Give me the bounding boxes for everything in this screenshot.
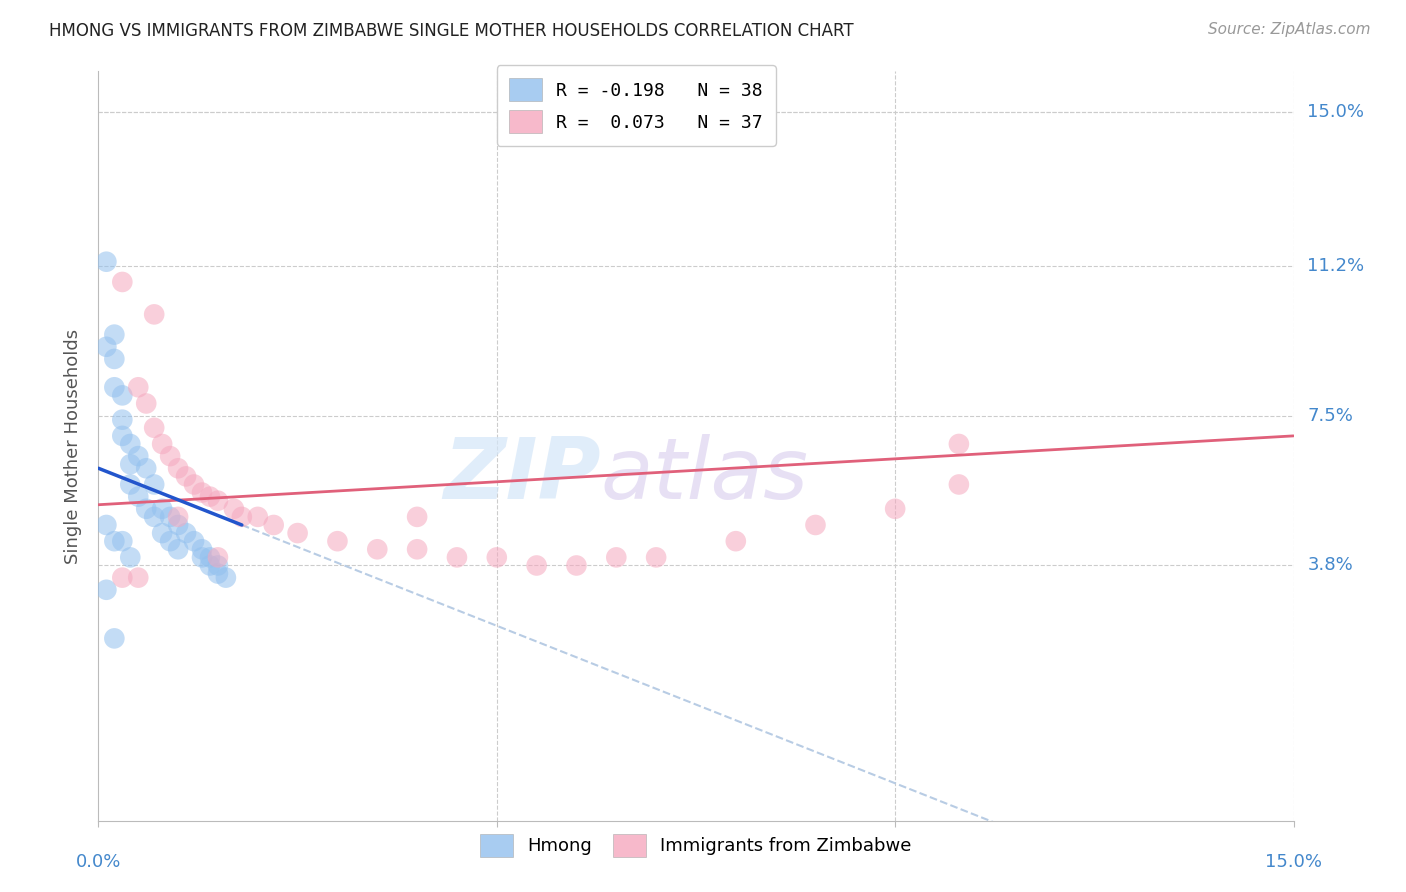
Point	[127, 380, 149, 394]
Point	[103, 351, 125, 366]
Point	[111, 388, 134, 402]
Point	[135, 501, 157, 516]
Point	[96, 340, 118, 354]
Point	[143, 307, 166, 321]
Text: HMONG VS IMMIGRANTS FROM ZIMBABWE SINGLE MOTHER HOUSEHOLDS CORRELATION CHART: HMONG VS IMMIGRANTS FROM ZIMBABWE SINGLE…	[49, 22, 853, 40]
Point	[103, 380, 125, 394]
Point	[159, 534, 181, 549]
Point	[103, 632, 125, 646]
Point	[111, 412, 134, 426]
Point	[159, 509, 181, 524]
Point	[207, 493, 229, 508]
Point	[135, 396, 157, 410]
Point	[207, 550, 229, 565]
Point	[215, 571, 238, 585]
Point	[135, 461, 157, 475]
Point	[207, 566, 229, 581]
Point	[485, 550, 508, 565]
Point	[191, 542, 214, 557]
Point	[724, 534, 747, 549]
Point	[143, 509, 166, 524]
Point	[446, 550, 468, 565]
Point	[948, 437, 970, 451]
Point	[150, 437, 173, 451]
Point	[143, 421, 166, 435]
Point	[326, 534, 349, 549]
Point	[246, 509, 269, 524]
Point	[174, 469, 197, 483]
Point	[167, 461, 190, 475]
Point	[167, 509, 190, 524]
Point	[406, 542, 429, 557]
Point	[884, 501, 907, 516]
Point	[191, 485, 214, 500]
Text: 15.0%: 15.0%	[1308, 103, 1364, 120]
Point	[96, 518, 118, 533]
Text: 0.0%: 0.0%	[76, 853, 121, 871]
Point	[263, 518, 285, 533]
Point	[120, 550, 142, 565]
Point	[198, 550, 221, 565]
Point	[111, 571, 134, 585]
Point	[605, 550, 627, 565]
Point	[645, 550, 668, 565]
Point	[111, 275, 134, 289]
Y-axis label: Single Mother Households: Single Mother Households	[65, 328, 83, 564]
Point	[103, 327, 125, 342]
Point	[174, 526, 197, 541]
Text: 3.8%: 3.8%	[1308, 557, 1353, 574]
Point	[127, 490, 149, 504]
Point	[127, 449, 149, 463]
Point	[287, 526, 309, 541]
Text: 15.0%: 15.0%	[1265, 853, 1322, 871]
Text: ZIP: ZIP	[443, 434, 600, 517]
Point	[143, 477, 166, 491]
Point	[150, 526, 173, 541]
Point	[948, 477, 970, 491]
Point	[120, 477, 142, 491]
Point	[207, 558, 229, 573]
Point	[183, 477, 205, 491]
Point	[406, 509, 429, 524]
Point	[526, 558, 548, 573]
Point	[167, 542, 190, 557]
Text: atlas: atlas	[600, 434, 808, 517]
Point	[96, 582, 118, 597]
Point	[111, 534, 134, 549]
Point	[183, 534, 205, 549]
Point	[103, 534, 125, 549]
Point	[111, 429, 134, 443]
Point	[565, 558, 588, 573]
Text: 11.2%: 11.2%	[1308, 257, 1365, 275]
Point	[120, 437, 142, 451]
Point	[96, 254, 118, 268]
Point	[120, 457, 142, 471]
Point	[159, 449, 181, 463]
Point	[127, 571, 149, 585]
Text: Source: ZipAtlas.com: Source: ZipAtlas.com	[1208, 22, 1371, 37]
Point	[167, 518, 190, 533]
Point	[231, 509, 253, 524]
Point	[150, 501, 173, 516]
Point	[366, 542, 388, 557]
Point	[222, 501, 245, 516]
Point	[198, 558, 221, 573]
Point	[804, 518, 827, 533]
Legend: Hmong, Immigrants from Zimbabwe: Hmong, Immigrants from Zimbabwe	[472, 826, 920, 864]
Point	[191, 550, 214, 565]
Text: 7.5%: 7.5%	[1308, 407, 1354, 425]
Point	[198, 490, 221, 504]
